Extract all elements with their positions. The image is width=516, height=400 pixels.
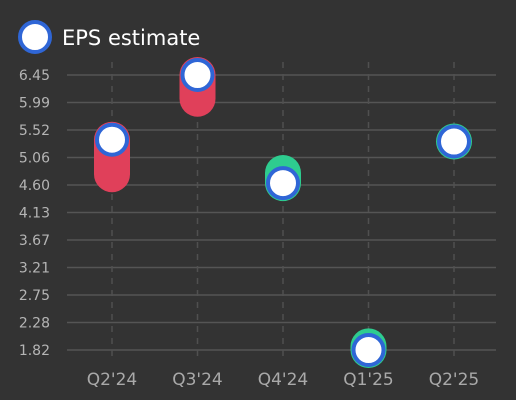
y-tick-label: 4.13: [19, 206, 50, 222]
y-tick-label: 3.21: [19, 261, 50, 277]
y-tick-label: 5.06: [19, 151, 50, 167]
y-tick-label: 2.28: [19, 316, 50, 332]
x-tick-label: Q2'24: [87, 370, 138, 390]
y-tick-label: 5.52: [19, 123, 50, 139]
y-tick-label: 6.45: [19, 68, 50, 84]
x-tick-label: Q3'24: [172, 370, 223, 390]
plot-area: [94, 57, 472, 368]
estimate-point: [95, 122, 129, 157]
legend-marker: [18, 20, 52, 54]
y-tick-label: 4.60: [19, 178, 50, 194]
legend-label: EPS estimate: [62, 26, 200, 50]
y-tick-label: 3.67: [19, 233, 50, 249]
estimate-point: [351, 333, 386, 367]
y-tick-label: 1.82: [19, 343, 50, 359]
x-tick-label: Q4'24: [258, 370, 309, 390]
x-axis: Q2'24 Q3'24 Q4'24 Q1'25 Q2'25: [87, 370, 480, 390]
y-tick-label: 2.75: [19, 288, 50, 304]
estimate-point: [180, 58, 215, 92]
estimate-point: [266, 166, 300, 201]
x-tick-label: Q1'25: [343, 370, 394, 390]
y-tick-label: 5.99: [19, 96, 50, 112]
grid: [67, 62, 496, 362]
x-tick-label: Q2'25: [429, 370, 480, 390]
legend[interactable]: EPS estimate: [18, 20, 200, 54]
y-axis: 1.82 2.28 2.75 3.21 3.67 4.13 4.60 5.06 5.52 5.99…: [19, 68, 50, 359]
estimate-point: [437, 124, 471, 159]
